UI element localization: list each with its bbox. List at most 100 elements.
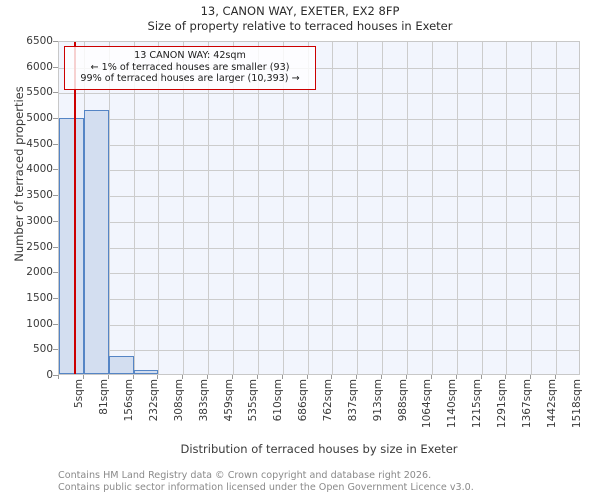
y-axis: 0 500 1000 1500 2000 2500 3000 3500 4000 4500 5000… (0, 36, 58, 380)
x-tick-label: 81sqm (98, 379, 111, 415)
gridline-x-762sqm (307, 42, 309, 374)
y-tickmark (53, 323, 58, 325)
gridline-y-2500 (59, 247, 579, 249)
x-tick-label: 988sqm (396, 379, 409, 422)
y-tickmark (53, 41, 58, 42)
x-tick-label: 308sqm (172, 379, 185, 422)
gridline-x-1291sqm (481, 42, 483, 374)
y-tick-label: 4500 (26, 137, 53, 150)
x-axis: 5sqm 81sqm 156sqm 232sqm 308sqm 383sqm 459sqm 5… (58, 375, 583, 437)
y-tick-label: 6000 (26, 60, 53, 73)
x-tick-label: 232sqm (148, 379, 160, 422)
x-tick-label: 610sqm (272, 379, 285, 422)
x-tickmark (381, 375, 383, 379)
x-tickmark (505, 375, 507, 379)
x-tick-label: 156sqm (123, 379, 136, 422)
x-axis-title: Distribution of terraced houses by size … (180, 442, 458, 456)
y-tick-label: 0 (46, 369, 53, 381)
x-tick-label: 1215sqm (471, 379, 484, 429)
gridline-x-1064sqm (407, 42, 408, 374)
x-tickmark (207, 375, 209, 379)
chart-title: 13, CANON WAY, EXETER, EX2 8FP (200, 4, 400, 18)
x-tick-label: 1442sqm (545, 379, 558, 429)
gridline-x-232sqm (133, 42, 135, 374)
y-tickmark (53, 92, 58, 94)
title-block: 13, CANON WAY, EXETER, EX2 8FP Size of p… (0, 4, 600, 34)
gridline-y-5000 (59, 119, 579, 121)
gridline-y-2000 (59, 273, 579, 275)
x-tickmark (530, 375, 532, 379)
y-tickmark (53, 297, 58, 299)
x-tick-label: 913sqm (371, 379, 384, 422)
y-tick-label: 3000 (26, 214, 53, 227)
y-tickmark (53, 195, 58, 197)
x-tickmark (281, 375, 283, 379)
footer-line-1: Contains HM Land Registry data © Crown c… (58, 470, 432, 481)
x-tickmark (455, 375, 457, 379)
y-tick-label: 1500 (26, 291, 53, 304)
bar-81sqm (83, 109, 109, 374)
y-axis-title: Number of terraced properties (12, 86, 26, 262)
gridline-x-1442sqm (531, 42, 533, 374)
property-marker-line (74, 42, 76, 374)
footer-line-2: Contains public sector information licen… (58, 481, 474, 493)
y-tick-label: 2500 (26, 240, 53, 253)
y-tick-label: 5000 (26, 112, 53, 125)
x-tickmark (430, 375, 432, 379)
y-tick-label: 5500 (26, 86, 53, 99)
annotation-line-2: ← 1% of terraced houses are smaller (93) (90, 61, 290, 73)
x-tick-label: 762sqm (322, 379, 334, 422)
x-tickmark (331, 375, 333, 379)
y-tickmark (53, 375, 58, 376)
gridline-x-610sqm (257, 42, 259, 374)
gridline-x-988sqm (382, 42, 384, 374)
gridline-y-1000 (59, 324, 579, 326)
y-tick-label: 6500 (26, 35, 53, 47)
gridline-x-459sqm (208, 42, 210, 374)
x-tick-label: 1064sqm (421, 379, 434, 429)
gridline-y-3000 (59, 221, 579, 223)
x-tick-label: 1140sqm (446, 379, 459, 429)
y-tickmark (53, 66, 58, 68)
x-tick-label: 1367sqm (520, 379, 533, 429)
y-tickmark (53, 118, 58, 120)
gridline-y-1500 (59, 298, 579, 300)
footer: Contains HM Land Registry data © Crown c… (58, 470, 598, 493)
gridline-x-383sqm (183, 42, 185, 374)
y-tickmark (53, 220, 58, 222)
y-tickmark (53, 349, 58, 351)
x-tickmark (555, 375, 557, 379)
x-tickmark (406, 375, 407, 379)
x-tick-label: 459sqm (222, 379, 235, 422)
y-tick-label: 2000 (26, 266, 53, 279)
gridline-y-6000 (59, 67, 579, 69)
y-tick-label: 1000 (26, 317, 53, 330)
gridline-y-3500 (59, 196, 579, 198)
annotation-line-3: 99% of terraced houses are larger (10,39… (80, 73, 300, 85)
x-tick-label: 1291sqm (496, 379, 508, 429)
y-tickmark (53, 169, 58, 171)
x-tickmark (356, 375, 358, 379)
gridline-x-686sqm (282, 42, 284, 374)
y-tick-label: 3500 (26, 189, 53, 202)
gridline-y-500 (59, 350, 579, 352)
bar-156sqm (108, 356, 134, 374)
gridline-y-4500 (59, 144, 579, 146)
gridline-x-308sqm (158, 42, 160, 374)
y-tickmark (53, 246, 58, 248)
x-tickmark (157, 375, 159, 379)
x-tick-label: 837sqm (346, 379, 359, 422)
gridline-x-1140sqm (431, 42, 433, 374)
x-tickmark (132, 375, 134, 379)
x-tick-label: 535sqm (247, 379, 260, 422)
x-tickmark (58, 375, 59, 379)
gridline-x-837sqm (332, 42, 334, 374)
bar-5sqm (59, 117, 84, 374)
gridline-x-1518sqm (556, 42, 558, 374)
gridline-x-1215sqm (456, 42, 458, 374)
gridline-y-4000 (59, 170, 579, 172)
gridline-x-535sqm (233, 42, 234, 374)
x-tick-label: 686sqm (297, 379, 310, 422)
annotation-line-1: 13 CANON WAY: 42sqm (134, 50, 246, 61)
x-tickmark (480, 375, 482, 379)
